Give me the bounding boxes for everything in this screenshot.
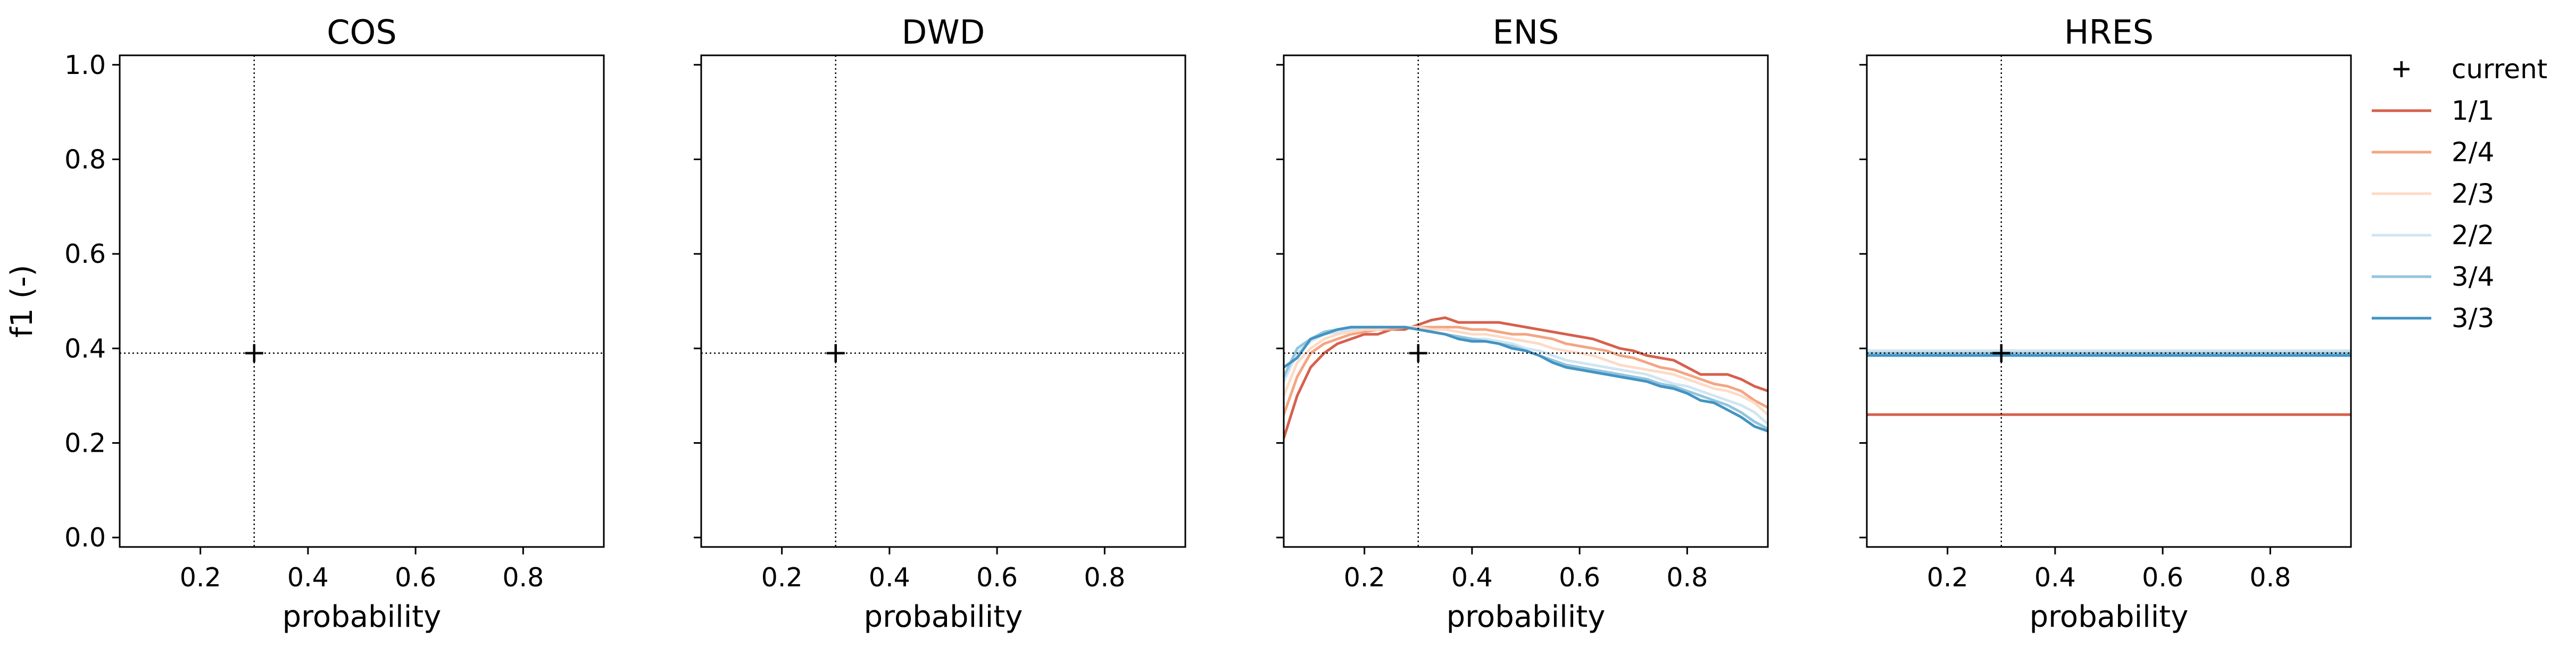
panel-ens: ENS 0.2 0.4 0.6 0.8 probability [1276,13,1769,634]
legend-item: 3/3 [2372,303,2494,334]
legend: current 1/1 2/4 2/3 2/2 3/4 3/3 [2372,54,2547,334]
panel-title: DWD [902,13,985,52]
legend-item: 3/4 [2372,261,2494,292]
x-tick-label: 0.6 [395,562,436,593]
x-tick-label: 0.8 [2249,562,2291,593]
x-tick-label: 0.2 [761,562,803,593]
legend-label: 2/3 [2452,178,2494,209]
series-line-2-3 [1284,326,1768,416]
x-tick-label: 0.4 [287,562,329,593]
current-marker [1992,344,2010,362]
y-tick-label: 0.0 [64,522,106,553]
panel-dwd: DWD 0.2 0.4 0.6 0.8 probability [694,13,1186,634]
legend-label: 2/4 [2452,137,2494,168]
current-marker [245,344,263,362]
axes-frame [1283,54,1769,548]
legend-label: 1/1 [2452,95,2494,126]
x-tick-label: 0.6 [976,562,1018,593]
x-tick-label: 0.6 [2142,562,2183,593]
chart-panels: COS 0.2 0.4 0.6 0.8 0.0 0.2 0.4 0.6 0.8 1.0 probabi… [5,13,2352,634]
y-tick-label: 0.8 [64,144,106,175]
panel-title: ENS [1493,13,1559,52]
series-line-1-1 [1284,316,1768,440]
legend-item: 2/4 [2372,137,2494,168]
legend-label: 2/2 [2452,220,2494,251]
panel-title: COS [327,13,396,52]
panel-title: HRES [2064,13,2154,52]
series-group [1867,349,2351,416]
x-tick-label: 0.4 [2034,562,2076,593]
panel-cos: COS 0.2 0.4 0.6 0.8 0.0 0.2 0.4 0.6 0.8 1.0 probabi… [5,13,605,634]
x-tick-label: 0.2 [180,562,221,593]
series-line-2-4 [1284,326,1768,416]
y-axis-label: f1 (-) [5,264,39,337]
legend-label: current [2452,54,2547,85]
x-tick-label: 0.4 [1451,562,1493,593]
x-tick-label: 0.2 [1344,562,1385,593]
y-tick-label: 0.6 [64,239,106,269]
y-tick-label: 0.2 [64,428,106,459]
legend-label: 3/3 [2452,303,2494,334]
legend-label: 3/4 [2452,261,2494,292]
x-tick-label: 0.4 [869,562,910,593]
series-line-3-3 [1284,326,1768,433]
x-tick-label: 0.6 [1559,562,1600,593]
legend-item: current [2394,54,2547,85]
panel-hres: HRES 0.2 0.4 0.6 0.8 probability [1859,13,2352,634]
y-tick-label: 1.0 [64,50,106,80]
series-group [1284,316,1768,440]
current-marker [826,344,845,362]
x-axis-label: probability [2030,600,2189,634]
x-axis-label: probability [282,600,442,634]
y-tick-label: 0.4 [64,334,106,364]
x-tick-label: 0.8 [502,562,544,593]
legend-item: 2/2 [2372,220,2494,251]
current-marker [1409,344,1427,362]
axes-frame [1866,54,2352,548]
legend-item: 1/1 [2372,95,2494,126]
x-axis-label: probability [864,600,1023,634]
axes-frame [119,54,605,548]
x-axis-label: probability [1447,600,1606,634]
x-tick-label: 0.8 [1084,562,1125,593]
x-tick-label: 0.2 [1927,562,1968,593]
x-tick-label: 0.8 [1666,562,1708,593]
axes-frame [700,54,1186,548]
legend-item: 2/3 [2372,178,2494,209]
